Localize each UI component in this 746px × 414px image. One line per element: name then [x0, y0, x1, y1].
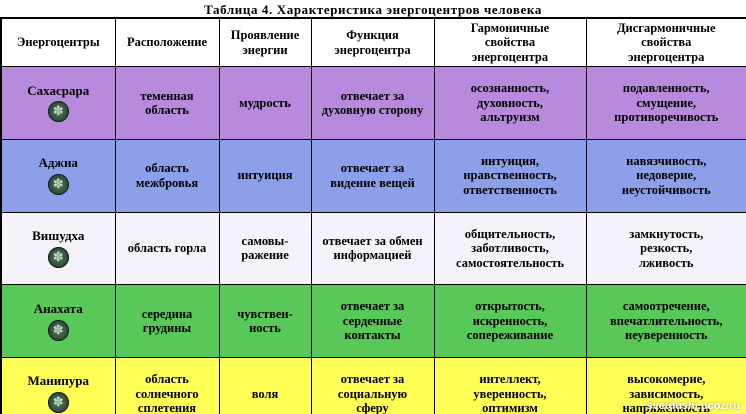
header-function: Функция энергоцентра	[310, 17, 435, 68]
chakra-name: Вишудха	[32, 227, 85, 243]
table-header: Энергоцентры Расположение Проявление эне…	[0, 17, 746, 68]
energy-cell: мудрость	[218, 66, 312, 140]
chakra-symbol-icon: ✽	[47, 246, 69, 268]
header-disharmonious: Дисгармоничные свойства энергоцентра	[585, 17, 746, 68]
energy-cell: воля	[218, 356, 312, 414]
energy-cell: интуиция	[218, 138, 312, 213]
chakra-glyph: ✽	[52, 104, 64, 120]
chakra-cell: Вишудха ✽	[0, 211, 116, 286]
energy-cell: чувствен- ность	[218, 284, 312, 358]
chakra-cell: Аджна ✽	[0, 138, 116, 213]
function-cell: отвечает за обмен информацией	[310, 211, 435, 286]
chakra-cell: Манипура ✽	[0, 356, 116, 414]
disharmonious-cell: самоотречение, впечатлительность, неувер…	[585, 284, 746, 358]
harmonious-cell: интуиция, нравственность, ответственност…	[433, 138, 587, 213]
watermark: svetdushi.ucoz.ru	[646, 400, 740, 412]
chakra-name: Аджна	[38, 155, 78, 171]
chakra-name: Анахата	[33, 300, 83, 316]
characteristics-table: Энергоцентры Расположение Проявление эне…	[0, 17, 746, 414]
harmonious-cell: осознанность, духовность, альтруизм	[433, 66, 587, 140]
harmonious-cell: общительность, заботливость, самостоятел…	[433, 211, 587, 286]
function-cell: отвечает за духовную сторону	[310, 66, 435, 140]
chakra-glyph: ✽	[52, 249, 64, 265]
header-harmonious: Гармоничные свойства энергоцентра	[433, 17, 587, 68]
disharmonious-cell: навязчивость, недоверие, неустойчивость	[585, 138, 746, 213]
chakra-glyph: ✽	[52, 177, 64, 193]
energy-cell: самовы- ражение	[218, 211, 312, 286]
table-row-sahasrara: Сахасрара ✽ теменная область мудрость от…	[0, 66, 746, 140]
location-cell: теменная область	[114, 66, 220, 140]
chakra-symbol-icon: ✽	[47, 174, 69, 196]
location-cell: середина грудины	[114, 284, 220, 358]
location-cell: область межбровья	[114, 138, 220, 213]
header-energy-centers: Энергоцентры	[0, 17, 116, 68]
location-cell: область солнечного сплетения	[114, 356, 220, 414]
table-title: Таблица 4. Характеристика энергоцентров …	[204, 2, 542, 17]
chakra-name: Манипура	[27, 373, 89, 389]
chakra-glyph: ✽	[52, 395, 64, 411]
function-cell: отвечает за сердечные контакты	[310, 284, 435, 358]
chakra-symbol-icon: ✽	[47, 392, 69, 414]
table-row-anahata: Анахата ✽ середина грудины чувствен- нос…	[0, 284, 746, 358]
table-row-vishuddha: Вишудха ✽ область горла самовы- ражение …	[0, 211, 746, 286]
chakra-symbol-icon: ✽	[47, 319, 69, 341]
header-row: Энергоцентры Расположение Проявление эне…	[0, 17, 746, 68]
chakra-name: Сахасрара	[27, 82, 90, 98]
disharmonious-cell: подавленность, смущение, противоречивост…	[585, 66, 746, 140]
chakra-glyph: ✽	[52, 322, 64, 338]
function-cell: отвечает за социальную сферу	[310, 356, 435, 414]
table-body: Сахасрара ✽ теменная область мудрость от…	[0, 66, 746, 414]
function-cell: отвечает за видение вещей	[310, 138, 435, 213]
chakra-cell: Сахасрара ✽	[0, 66, 116, 140]
table-row-manipura: Манипура ✽ область солнечного сплетения …	[0, 356, 746, 414]
header-location: Расположение	[114, 17, 220, 68]
disharmonious-cell: высокомерие, зависимость, напряженность	[585, 356, 746, 414]
chakra-symbol-icon: ✽	[47, 101, 69, 123]
location-cell: область горла	[114, 211, 220, 286]
header-energy-manifestation: Проявление энергии	[218, 17, 312, 68]
table-row-ajna: Аджна ✽ область межбровья интуиция отвеч…	[0, 138, 746, 213]
disharmonious-cell: замкнутость, резкость, лживость	[585, 211, 746, 286]
chakra-cell: Анахата ✽	[0, 284, 116, 358]
harmonious-cell: открытость, искренность, сопереживание	[433, 284, 587, 358]
harmonious-cell: интеллект, уверенность, оптимизм	[433, 356, 587, 414]
